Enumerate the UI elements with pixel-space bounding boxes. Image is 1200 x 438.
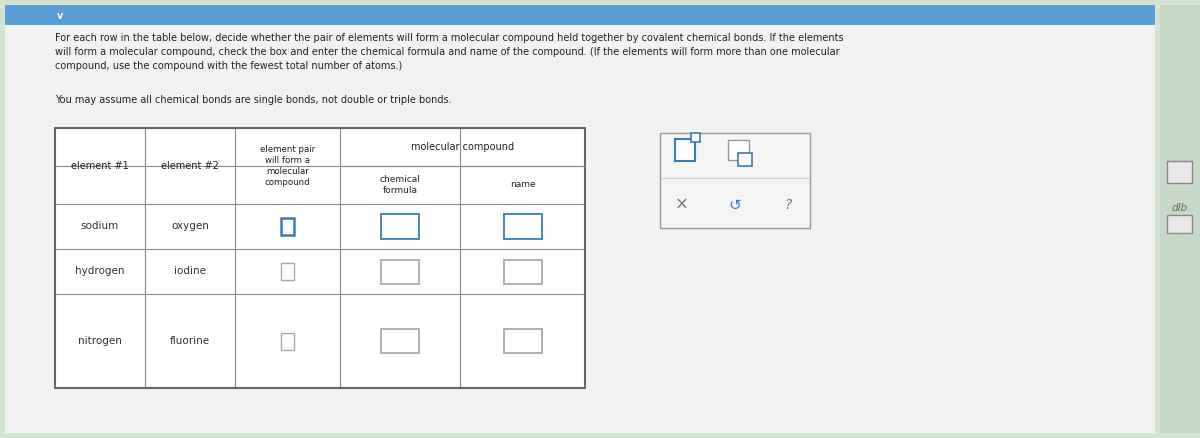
Bar [728,140,749,160]
Text: element pair
will form a
molecular
compound: element pair will form a molecular compo… [260,145,316,187]
Bar [55,128,586,388]
Text: molecular compound: molecular compound [410,142,514,152]
Bar [382,215,419,239]
Text: chemical
formula: chemical formula [379,175,420,195]
Text: hydrogen: hydrogen [76,266,125,276]
Bar [5,5,1154,25]
Text: ↺: ↺ [728,198,742,212]
Bar [281,332,294,350]
Text: ×: × [676,196,689,214]
Bar [691,133,700,142]
Text: sodium: sodium [80,222,119,232]
Text: oxygen: oxygen [172,222,209,232]
Bar [382,329,419,353]
Text: dlb: dlb [1171,203,1188,213]
Text: iodine: iodine [174,266,206,276]
Text: For each row in the table below, decide whether the pair of elements will form a: For each row in the table below, decide … [55,33,844,71]
Bar [382,259,419,283]
Text: name: name [510,180,535,190]
Text: element #1: element #1 [71,161,128,171]
Bar [738,153,751,166]
Text: v: v [56,11,64,21]
Bar [1166,215,1192,233]
Bar [281,263,294,280]
Text: element #2: element #2 [161,161,218,171]
Text: You may assume all chemical bonds are single bonds, not double or triple bonds.: You may assume all chemical bonds are si… [55,95,451,105]
Bar [674,139,695,161]
Bar [504,215,541,239]
Bar [660,133,810,228]
Bar [1166,161,1192,183]
Bar [504,329,541,353]
Text: nitrogen: nitrogen [78,336,122,346]
Bar [504,259,541,283]
Bar [281,218,294,235]
Bar [55,128,586,388]
Text: ?: ? [785,198,792,212]
Text: fluorine: fluorine [170,336,210,346]
Bar [1160,5,1200,433]
